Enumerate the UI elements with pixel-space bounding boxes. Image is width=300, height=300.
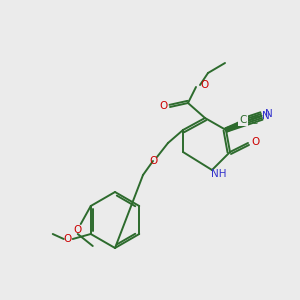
Text: NH: NH [211, 169, 227, 179]
Text: O: O [251, 137, 259, 147]
Text: N: N [262, 111, 270, 121]
Text: O: O [74, 225, 82, 235]
Text: N: N [265, 109, 273, 119]
Text: C: C [239, 115, 247, 125]
Text: O: O [159, 101, 167, 111]
Text: O: O [149, 156, 157, 166]
Text: C: C [250, 116, 257, 126]
Text: O: O [64, 234, 72, 244]
Text: O: O [200, 80, 208, 90]
